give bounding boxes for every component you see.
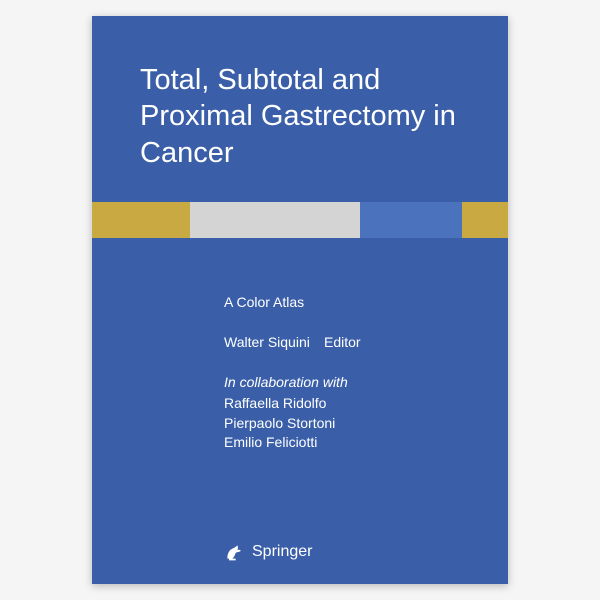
book-title: Total, Subtotal and Proximal Gastrectomy…	[140, 62, 488, 171]
band-grey-mid	[190, 202, 360, 238]
collaborator: Raffaella Ridolfo	[224, 394, 335, 414]
collaborator: Pierpaolo Stortoni	[224, 414, 335, 434]
band-gold-right	[462, 202, 508, 238]
springer-horse-icon	[224, 542, 244, 562]
publisher-name: Springer	[252, 543, 312, 561]
book-cover: Total, Subtotal and Proximal Gastrectomy…	[92, 16, 508, 584]
collaborator-list: Raffaella Ridolfo Pierpaolo Stortoni Emi…	[224, 394, 335, 453]
collaborator: Emilio Feliciotti	[224, 433, 335, 453]
editor-role: Editor	[324, 334, 361, 350]
collaboration-intro: In collaboration with	[224, 374, 348, 390]
editor-name: Walter Siquini	[224, 334, 310, 350]
book-subtitle: A Color Atlas	[224, 294, 304, 310]
publisher: Springer	[224, 542, 312, 562]
band-gold-left	[92, 202, 190, 238]
